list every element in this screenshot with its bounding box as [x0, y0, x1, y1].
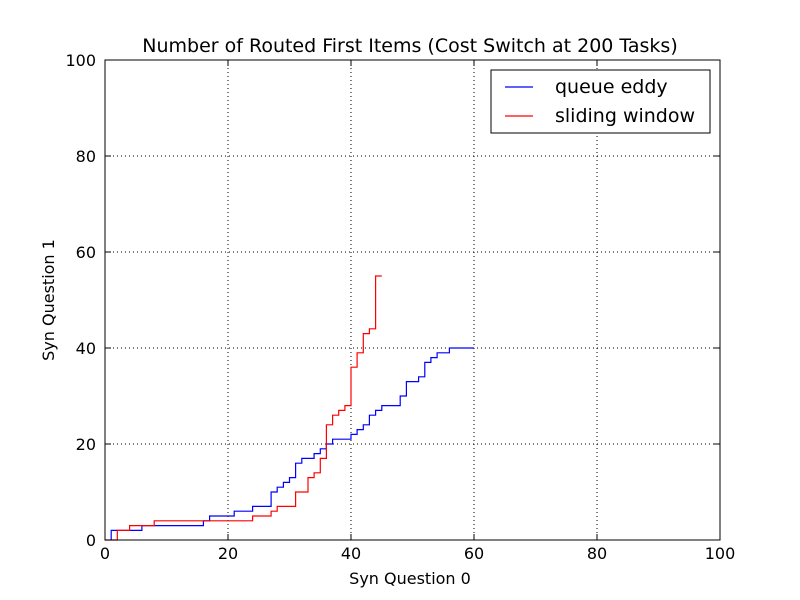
- x-tick-label-2: 40: [341, 544, 361, 563]
- x-tick-label-3: 60: [464, 544, 484, 563]
- y-tick-label-5: 100: [65, 51, 96, 70]
- ticks: 0 20 40 60 80 100 0 20 40 60 80 100: [65, 51, 735, 563]
- plot-frame: [104, 59, 721, 541]
- x-tick-label-0: 0: [100, 544, 110, 563]
- y-tick-label-1: 20: [76, 435, 96, 454]
- legend-label-0: queue eddy: [555, 76, 668, 98]
- y-tick-label-3: 60: [76, 243, 96, 262]
- chart-title: Number of Routed First Items (Cost Switc…: [142, 35, 678, 57]
- x-tick-label-1: 20: [218, 544, 238, 563]
- legend: queue eddy sliding window: [490, 69, 711, 134]
- y-tick-label-2: 40: [76, 339, 96, 358]
- legend-box: [490, 69, 711, 134]
- y-tick-label-0: 0: [86, 531, 96, 550]
- legend-label-1: sliding window: [555, 105, 695, 127]
- y-tick-label-4: 80: [76, 147, 96, 166]
- y-axis-label: Syn Question 1: [39, 239, 58, 361]
- series-group: [105, 275, 474, 541]
- series-line-1: [105, 275, 382, 541]
- x-tick-label-4: 80: [587, 544, 607, 563]
- x-tick-label-5: 100: [705, 544, 736, 563]
- x-axis-label: Syn Question 0: [349, 569, 471, 588]
